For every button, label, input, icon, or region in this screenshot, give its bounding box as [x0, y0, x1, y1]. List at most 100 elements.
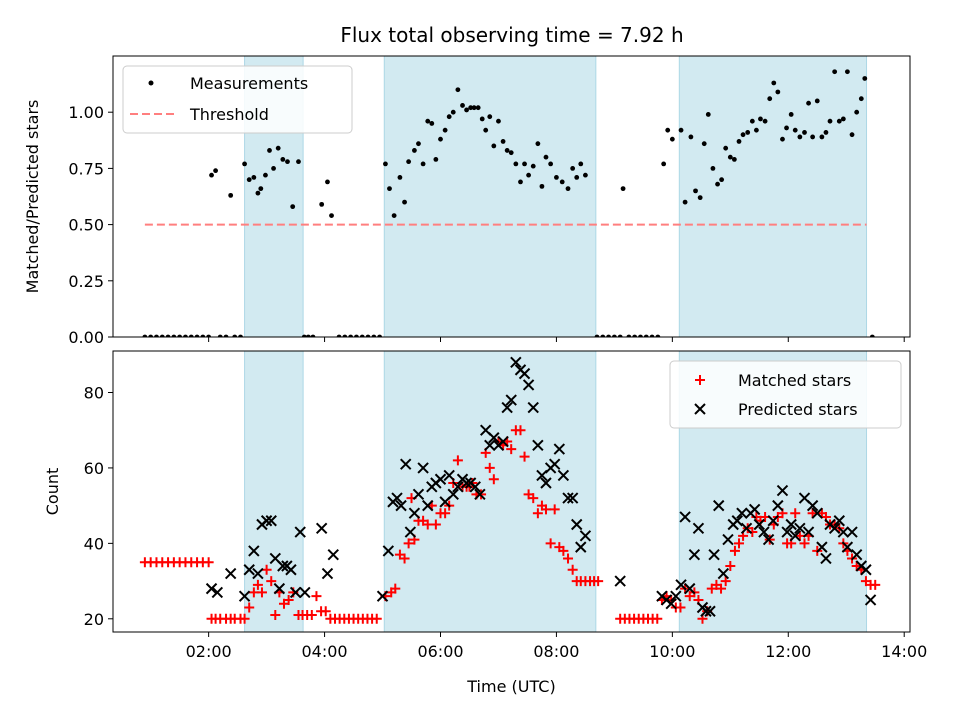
- measurement-point: [620, 186, 626, 192]
- measurement-point: [832, 69, 838, 75]
- matched-star-point: [399, 553, 410, 564]
- y-tick-label: 0.00: [68, 328, 104, 347]
- predicted-star-point: [781, 526, 793, 538]
- legend: Measurements Threshold: [122, 65, 353, 134]
- chart-title: Flux total observing time = 7.92 h: [340, 23, 683, 47]
- measurement-point: [513, 161, 519, 167]
- y-tick-label: 20: [84, 610, 104, 629]
- predicted-star-point: [315, 522, 328, 534]
- matched-star-point: [549, 504, 560, 515]
- legend-matched-marker: [695, 375, 705, 385]
- predicted-star-point: [408, 507, 421, 519]
- y-tick-label: 60: [84, 459, 104, 478]
- y-axis-label: Count: [43, 468, 62, 516]
- predicted-star-point: [505, 394, 517, 406]
- measurement-point: [758, 116, 763, 122]
- predicted-star-point: [289, 586, 302, 599]
- predicted-star-point: [740, 522, 753, 534]
- matched-star-point: [203, 557, 214, 568]
- predicted-star-point: [422, 499, 434, 512]
- measurement-point: [697, 195, 703, 201]
- measurement-point: [682, 199, 688, 205]
- predicted-star-point: [575, 541, 587, 553]
- y-tick-label: 0.25: [68, 272, 104, 291]
- measurement-point: [665, 127, 671, 133]
- predicted-star-point: [722, 533, 734, 546]
- measurement-point: [213, 168, 218, 174]
- measurement-point: [678, 127, 684, 133]
- legend: Matched stars Predicted stars: [669, 360, 902, 429]
- legend-measurement-marker: [148, 80, 154, 86]
- predicted-star-point: [566, 492, 579, 504]
- predicted-star-point: [205, 582, 218, 595]
- predicted-star-point: [252, 567, 264, 580]
- measurement-point: [159, 334, 165, 337]
- predicted-star-point: [400, 458, 412, 470]
- predicted-star-point: [736, 507, 748, 519]
- measurement-point: [154, 334, 159, 337]
- legend-label: Threshold: [189, 105, 269, 124]
- predicted-star-point: [443, 469, 455, 482]
- measurement-point: [753, 127, 759, 133]
- measurement-point: [271, 166, 276, 171]
- y-tick-label: 80: [84, 383, 104, 402]
- matched-star-point: [266, 576, 277, 587]
- measurement-point: [810, 134, 816, 140]
- predicted-star-point: [501, 401, 513, 414]
- matched-star-point: [403, 538, 414, 549]
- measurement-point: [849, 132, 855, 138]
- measurement-point: [359, 334, 365, 337]
- predicted-star-point: [412, 488, 425, 501]
- measurement-point: [788, 112, 794, 117]
- measurement-point: [854, 109, 860, 115]
- measurement-point: [420, 161, 426, 167]
- measurement-point: [632, 334, 638, 337]
- measurement-point: [606, 334, 611, 337]
- measurement-point: [468, 105, 474, 111]
- measurement-point: [780, 136, 785, 142]
- measurement-point: [148, 334, 154, 337]
- measurement-point: [165, 334, 171, 337]
- predicted-star-point: [522, 379, 535, 391]
- legend-label: Predicted stars: [738, 400, 858, 419]
- measurement-point: [736, 139, 742, 144]
- predicted-star-point: [548, 458, 561, 470]
- matched-star-point: [528, 493, 539, 504]
- predicted-star-point: [395, 499, 407, 512]
- matched-star-point: [515, 425, 526, 436]
- measurement-point: [858, 96, 864, 102]
- matched-star-point: [430, 519, 441, 530]
- matched-star-point: [488, 474, 499, 485]
- legend-predicted-marker: [694, 403, 706, 415]
- y-tick-label: 1.00: [68, 103, 104, 122]
- predicted-star-point: [327, 548, 339, 561]
- predicted-star-point: [497, 435, 509, 448]
- predicted-star-point: [846, 526, 858, 538]
- measurement-point: [354, 334, 359, 337]
- measurement-point: [740, 132, 746, 138]
- measurement-point: [438, 136, 443, 142]
- matched-star-point: [734, 538, 745, 549]
- measurement-point: [433, 157, 439, 162]
- matched-star-point: [799, 538, 810, 549]
- predicted-star-point: [670, 590, 682, 602]
- matched-star-point: [239, 613, 250, 624]
- matched-star-point: [371, 613, 382, 624]
- measurement-point: [200, 334, 206, 337]
- predicted-star-point: [772, 499, 784, 512]
- predicted-star-point: [243, 564, 255, 576]
- measurement-point: [377, 334, 383, 337]
- predicted-star-point: [700, 605, 712, 617]
- predicted-star-point: [299, 586, 311, 599]
- measurement-point: [565, 186, 571, 192]
- y-tick-label: 0.50: [68, 216, 104, 235]
- matched-star-point: [729, 545, 740, 556]
- plot-area: [142, 56, 875, 337]
- measurement-point: [246, 177, 252, 183]
- measurement-point: [285, 159, 290, 165]
- top-panel: 0.00 0.25 0.50 0.75 1.00 Matched/Predicted st…: [23, 55, 911, 347]
- predicted-star-point: [806, 499, 819, 512]
- matched-star-point: [484, 462, 495, 473]
- measurement-point: [526, 172, 531, 178]
- x-tick-label: 10:00: [649, 642, 695, 661]
